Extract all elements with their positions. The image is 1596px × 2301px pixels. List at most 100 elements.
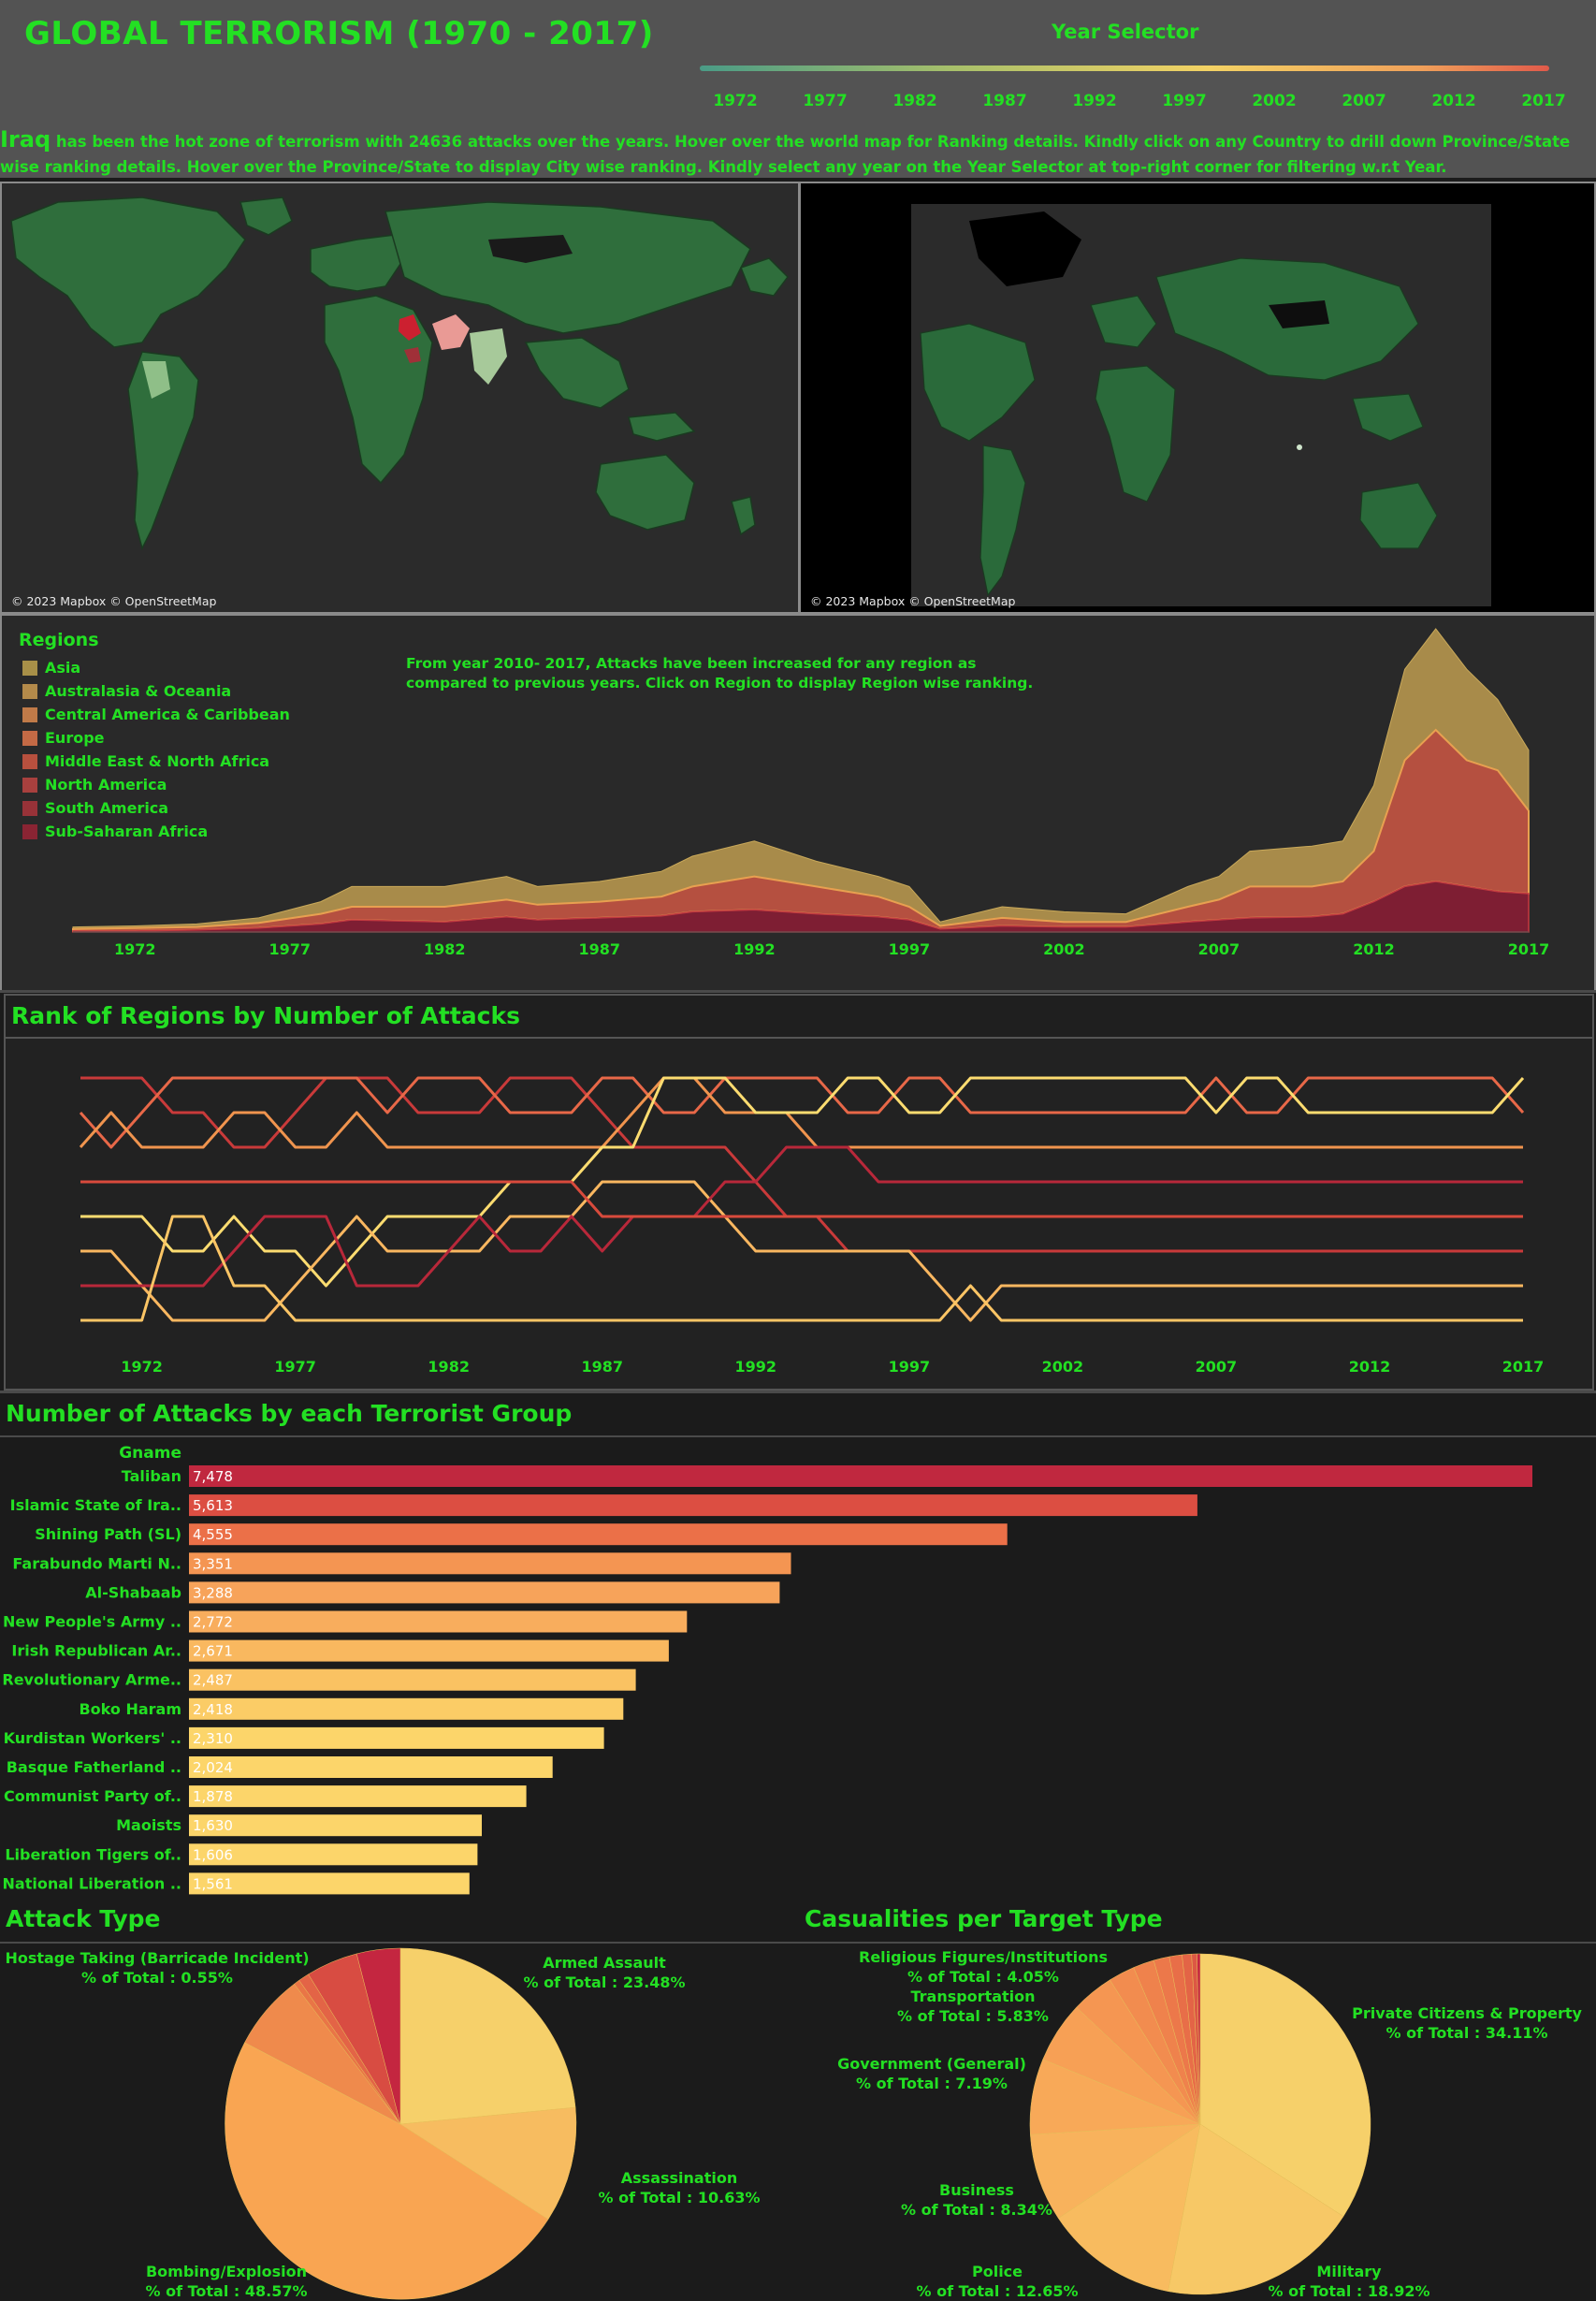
legend-label[interactable]: Australasia & Oceania [45,682,231,700]
attack-type-pie[interactable] [225,1947,577,2300]
group-bar[interactable] [189,1726,604,1749]
rank-line[interactable] [80,1180,1523,1218]
description-text: has been the hot zone of terrorism with … [0,133,1571,176]
legend-label[interactable]: Sub-Saharan Africa [45,823,208,840]
legend-swatch [22,731,37,746]
target-type-slice[interactable] [1057,2123,1201,2292]
year-selector-option[interactable]: 2002 [1252,92,1297,110]
regions-note-line-1: From year 2010- 2017, Attacks have been … [406,655,977,672]
world-map-country-canvas[interactable] [2,183,798,612]
group-name: Communist Party of.. [4,1787,181,1805]
group-name: Islamic State of Ira.. [10,1496,181,1514]
target-type-title: Casualities per Target Type [805,1905,1163,1932]
attack-type-slice[interactable] [399,2106,577,2221]
group-bar[interactable] [189,1843,478,1866]
group-bar[interactable] [189,1465,1532,1487]
group-bar[interactable] [189,1756,553,1778]
rank-line[interactable] [79,1076,1525,1149]
group-bar[interactable] [189,1814,482,1837]
target-type-slice[interactable] [1199,1953,1371,2217]
attack-type-slice[interactable] [225,2042,549,2300]
legend-label[interactable]: Europe [45,729,105,747]
target-type-slice[interactable] [1168,2123,1344,2295]
world-map-province-canvas[interactable] [801,183,1594,612]
group-bar[interactable] [189,1785,527,1808]
groups-bar-chart[interactable]: Gname Taliban 7,478 Islamic State of Ira..… [0,1437,1596,1900]
world-map-province[interactable]: © 2023 Mapbox © OpenStreetMap [799,182,1596,614]
group-name: Kurdistan Workers' .. [4,1729,181,1747]
rank-line[interactable] [80,1215,1523,1322]
rank-x-ticks: 1972 1977 1982 1987 1992 1997 2002 2007 2012 2017 [121,1358,1544,1376]
group-bar[interactable] [189,1668,636,1691]
year-selector-option[interactable]: 1977 [803,92,848,110]
description: Iraq has been the hot zone of terrorism … [0,127,1590,180]
rank-line[interactable] [80,1076,1525,1288]
year-selector-slider[interactable] [700,66,1549,71]
year-selector-option[interactable]: 2007 [1342,92,1386,110]
target-type-label-name: Private Citizens & Property [1352,2004,1582,2022]
rank-line[interactable] [80,1180,1523,1322]
regions-legend[interactable]: Asia Australasia & Oceania Central America… [22,659,290,840]
area-x-tick: 1997 [889,940,931,958]
attack-type-label-pct: % of Total : 48.57% [145,2282,307,2300]
group-name: Taliban [122,1467,181,1485]
group-name: Shining Path (SL) [35,1525,181,1543]
attack-type-label-name: Bombing/Explosion [146,2263,307,2280]
attack-type-slice[interactable] [355,1947,401,2125]
legend-label[interactable]: Asia [45,659,80,677]
year-selector-option[interactable]: 1992 [1072,92,1117,110]
year-selector-option[interactable]: 1997 [1162,92,1207,110]
legend-swatch [22,707,37,722]
legend-swatch [22,824,37,839]
target-type-slice[interactable] [1030,2123,1201,2219]
attack-type-slice[interactable] [399,1947,576,2125]
area-series[interactable] [72,628,1530,933]
target-type-label-pct: % of Total : 12.65% [916,2282,1078,2300]
rank-line[interactable] [80,1145,1523,1288]
pie-labels: Armed Assault% of Total : 23.48% Assassin… [5,1948,1582,2300]
attack-type-label-name: Armed Assault [543,1954,666,1972]
year-selector-option[interactable]: 1972 [713,92,758,110]
rank-chart[interactable]: 1972 1977 1982 1987 1992 1997 2002 2007 2012 2017 [6,1039,1592,1389]
rank-x-tick: 1987 [581,1358,623,1376]
target-type-label-pct: % of Total : 34.11% [1386,2024,1547,2042]
group-name: Liberation Tigers of.. [5,1845,181,1863]
groups-column-header: Gname [119,1444,181,1463]
group-bar[interactable] [189,1552,791,1575]
group-value: 4,555 [193,1526,233,1543]
legend-label[interactable]: Central America & Caribbean [45,706,290,723]
legend-label[interactable]: North America [45,776,167,794]
target-type-pie[interactable] [1029,1953,1371,2295]
year-selector-option[interactable]: 1987 [982,92,1027,110]
group-name: Irish Republican Ar.. [11,1642,181,1660]
legend-label[interactable]: Middle East & North Africa [45,752,269,770]
rank-line[interactable] [80,1076,1523,1253]
group-bar[interactable] [189,1697,624,1720]
regions-legend-title: Regions [19,630,99,650]
group-value: 2,487 [193,1672,233,1689]
group-bar[interactable] [189,1523,1008,1546]
group-bar[interactable] [189,1581,780,1604]
world-map-country[interactable]: © 2023 Mapbox © OpenStreetMap [0,182,800,614]
group-bar[interactable] [189,1494,1197,1517]
group-bar[interactable] [189,1872,470,1895]
target-type-label-name: Police [972,2263,1023,2280]
year-selector-option[interactable]: 2017 [1521,92,1566,110]
group-name: Maoists [116,1816,181,1834]
regions-area-chart[interactable]: Regions Asia Australasia & Oceania Central… [2,616,1594,990]
rank-lines[interactable] [79,1076,1525,1322]
area-x-tick: 1992 [733,940,776,958]
group-bar[interactable] [189,1610,688,1633]
group-bars[interactable]: Taliban 7,478 Islamic State of Ira.. 5,613 S… [2,1465,1532,1895]
legend-label[interactable]: South America [45,799,168,817]
area-middle-east[interactable] [72,728,1530,932]
year-selector-option[interactable]: 1982 [892,92,937,110]
target-type-slice[interactable] [1197,1953,1201,2125]
year-selector-option[interactable]: 2012 [1431,92,1476,110]
pie-charts[interactable]: Armed Assault% of Total : 23.48% Assassin… [0,1944,1596,2301]
area-x-tick: 1982 [424,940,466,958]
rank-line[interactable] [79,1076,1523,1149]
rank-x-tick: 2012 [1349,1358,1391,1376]
group-bar[interactable] [189,1639,669,1662]
target-type-label-pct: % of Total : 7.19% [856,2075,1008,2092]
